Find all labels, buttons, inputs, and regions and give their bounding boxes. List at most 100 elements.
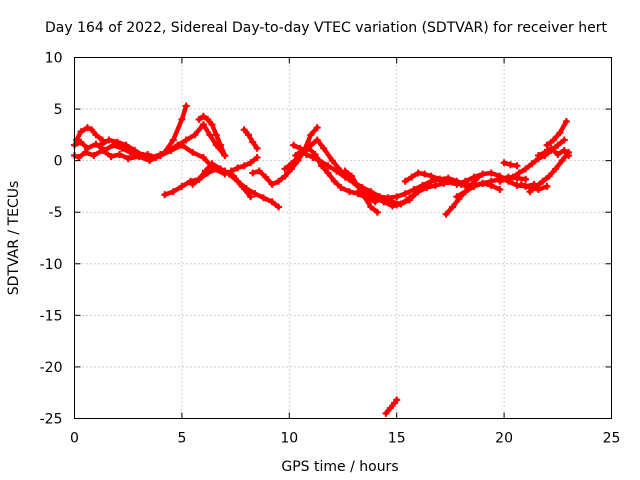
data-point [526,183,534,191]
data-point [300,148,308,156]
data-point [393,396,401,404]
data-point [354,188,362,196]
data-point [148,154,156,162]
data-series-track-24 [543,117,570,149]
data-point [487,181,495,189]
data-point [474,173,482,181]
data-point [449,203,457,211]
data-point [545,172,553,180]
data-point [552,165,560,173]
data-point [77,138,85,146]
data-point [376,193,384,201]
grid-layer [74,57,612,419]
data-point [253,144,261,152]
data-point [496,186,504,194]
data-point [330,177,338,185]
data-series-track-8 [240,126,261,152]
data-point [534,186,542,194]
data-point [543,141,551,149]
data-point [88,126,96,134]
y-tick-label: 5 [54,102,63,118]
data-point [461,177,469,185]
data-point [324,162,332,170]
data-point [337,183,345,191]
data-point [341,167,349,175]
data-point [182,136,190,144]
data-series-track-19 [453,179,504,201]
data-point [522,165,530,173]
data-point [307,131,315,139]
data-point [234,164,242,172]
data-point [174,141,182,149]
data-point [281,172,289,180]
data-series-track-23 [534,144,573,159]
data-point [131,146,139,154]
data-point [517,180,525,188]
data-point [556,129,564,137]
data-point [345,188,353,196]
data-point [124,155,132,163]
series-line [241,127,260,151]
data-point [461,188,469,196]
series-line [519,182,550,192]
data-point [500,159,508,167]
data-point [83,144,91,152]
y-tick-label: 10 [45,51,63,67]
data-point [363,190,371,198]
data-point [541,148,549,156]
data-series-track-25 [517,180,551,194]
data-point [122,141,130,149]
data-point [221,151,229,159]
data-point [77,128,85,136]
data-point [189,180,197,188]
data-point [96,141,104,149]
data-series-track-20 [500,159,521,170]
data-point [178,115,186,123]
data-point [247,193,255,201]
data-point [565,151,573,159]
data-point [212,131,220,139]
data-point [90,151,98,159]
data-point [453,180,461,188]
data-point [453,193,461,201]
data-point [309,154,317,162]
series-line [544,119,569,148]
data-point [244,131,252,139]
x-tick-label: 15 [388,431,406,447]
data-point [199,154,207,162]
data-point [294,154,302,162]
data-point [165,146,173,154]
data-point [92,131,100,139]
data-point [275,203,283,211]
data-point [253,154,261,162]
data-point [528,160,536,168]
data-point [195,175,203,183]
data-point [217,165,225,173]
data-point [515,169,523,177]
data-point [509,173,517,181]
data-series-track-9 [227,154,261,175]
x-tick-label: 20 [495,431,513,447]
data-point [479,170,487,178]
data-series-track-22 [526,148,573,196]
data-point [534,151,542,159]
data-point [382,409,390,417]
data-point [414,169,422,177]
plot-frame [74,57,612,419]
data-point [380,198,388,206]
data-point [189,148,197,156]
data-point [116,150,124,158]
data-point [240,162,248,170]
data-point [522,175,530,183]
data-point [543,182,551,190]
data-point [208,160,216,168]
data-point [262,173,270,181]
data-point [139,151,147,159]
data-point [307,141,315,149]
data-point [83,124,91,132]
data-series-track-4 [96,121,229,162]
y-axis-label: SDTVAR / TECUs [6,181,22,296]
data-point [206,131,214,139]
chart-title: Day 164 of 2022, Sidereal Day-to-day VTE… [45,20,607,36]
data-point [562,117,570,125]
